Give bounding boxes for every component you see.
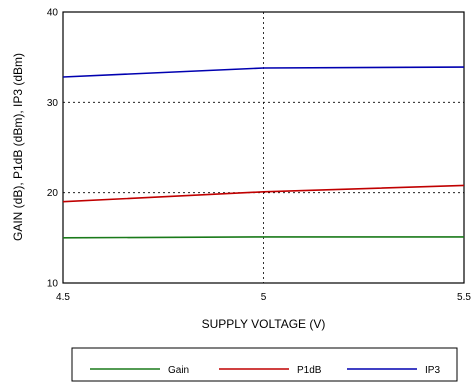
x-tick-label: 5 [261, 292, 267, 303]
y-tick-label: 20 [47, 188, 59, 199]
legend: Gain P1dB IP3 [90, 365, 440, 376]
legend-box [72, 348, 457, 381]
x-tick-label: 5.5 [457, 292, 471, 303]
series-line-gain [63, 237, 464, 238]
legend-label-gain: Gain [168, 365, 189, 376]
y-tick-label: 30 [47, 98, 59, 109]
x-tick-label: 4.5 [56, 292, 70, 303]
y-tick-label: 10 [47, 279, 59, 290]
legend-label-ip3: IP3 [425, 365, 440, 376]
x-axis-title: SUPPLY VOLTAGE (V) [202, 317, 326, 331]
grid [63, 12, 464, 283]
y-tick-label: 40 [47, 8, 59, 19]
legend-label-p1db: P1dB [297, 365, 322, 376]
y-axis-title: GAIN (dB), P1dB (dBm), IP3 (dBm) [11, 53, 25, 241]
tick-labels: 10 20 30 40 4.5 5 5.5 [47, 8, 471, 304]
